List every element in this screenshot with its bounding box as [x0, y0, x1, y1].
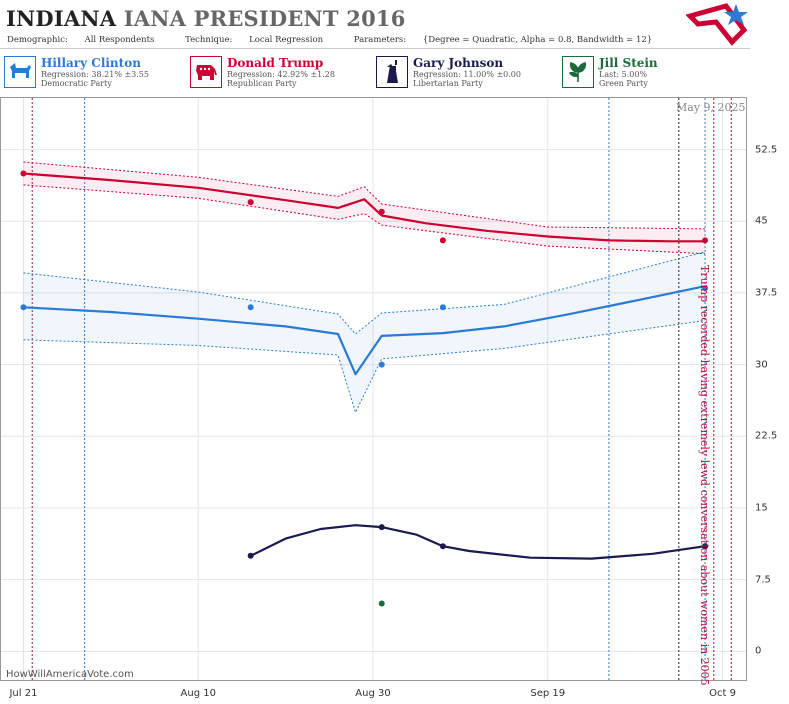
- hillary-clinton-trend-line: [23, 285, 706, 376]
- donald-trump-poll-point: [439, 237, 446, 244]
- gary-johnson-poll-point: [439, 543, 446, 550]
- candidate-name: Hillary Clinton: [41, 56, 141, 70]
- y-tick-label: 45: [755, 215, 768, 227]
- hillary-clinton-poll-point: [702, 285, 709, 292]
- donald-trump-trend-line: [23, 172, 705, 243]
- candidate-johnson: Gary Johnson Regression: 11.00% ±0.00 Li…: [376, 54, 556, 92]
- donald-trump-band-upper: [23, 161, 706, 230]
- parameters-value: {Degree = Quadratic, Alpha = 0.8, Bandwi…: [422, 35, 653, 45]
- candidate-trump: Donald Trump Regression: 42.92% ±1.28 Re…: [190, 54, 370, 92]
- candidate-stein: Jill Stein Last: 5.00% Green Party: [562, 54, 742, 92]
- leaf-icon: [562, 56, 594, 88]
- technique-label: Technique:: [185, 35, 233, 45]
- donald-trump-poll-point: [247, 199, 254, 206]
- hillary-clinton-poll-point: [378, 361, 385, 368]
- hillary-clinton-poll-point: [20, 304, 27, 311]
- donald-trump-band: [23, 162, 705, 254]
- y-tick-label: 7.5: [755, 574, 771, 586]
- candidate-party: Republican Party: [227, 79, 297, 88]
- race-name: IANA PRESIDENT 2016: [123, 6, 406, 31]
- candidate-name: Jill Stein: [599, 56, 658, 70]
- candidate-stat: Last: 5.00%: [599, 70, 648, 79]
- y-tick-label: 37.5: [755, 287, 778, 299]
- demographic-value: All Respondents: [84, 35, 155, 45]
- statue-of-liberty-icon: [376, 56, 408, 88]
- y-tick-label: 30: [755, 359, 768, 371]
- candidate-stat: Regression: 42.92% ±1.28: [227, 70, 335, 79]
- x-tick-label: Jul 21: [9, 688, 38, 699]
- watermark: HowWillAmericaVote.com: [6, 669, 134, 680]
- gary-johnson-trend-line: [250, 524, 706, 560]
- candidate-clinton: Hillary Clinton Regression: 38.21% ±3.55…: [4, 54, 184, 92]
- y-tick-label: 22.5: [755, 430, 778, 442]
- hillary-clinton-poll-point: [439, 304, 446, 311]
- header-divider: [0, 48, 750, 49]
- chart-area: [0, 97, 747, 681]
- x-tick-label: Oct 9: [709, 688, 736, 699]
- technique-value: Local Regression: [249, 35, 324, 45]
- x-tick-label: Aug 10: [180, 688, 216, 699]
- candidate-party: Libertarian Party: [413, 79, 483, 88]
- hillary-clinton-poll-point: [247, 304, 254, 311]
- hillary-clinton-band-lower: [23, 320, 706, 414]
- jill-stein-poll-point: [378, 600, 385, 607]
- y-tick-label: 0: [755, 645, 762, 657]
- site-logo-icon: [686, 3, 748, 46]
- candidate-party: Green Party: [599, 79, 648, 88]
- candidate-stat: Regression: 38.21% ±3.55: [41, 70, 149, 79]
- y-tick-label: 15: [755, 502, 768, 514]
- donkey-icon: [4, 56, 36, 88]
- x-tick-label: Sep 19: [530, 688, 566, 699]
- elephant-icon: [190, 56, 222, 88]
- candidate-party: Democratic Party: [41, 79, 112, 88]
- page-title: INDIANA IANA PRESIDENT 2016: [6, 6, 406, 31]
- date-stamp: May 9, 2025: [676, 101, 746, 114]
- parameters-line: Demographic: All Respondents Technique: …: [7, 35, 680, 45]
- candidate-name: Gary Johnson: [413, 56, 504, 70]
- candidate-name: Donald Trump: [227, 56, 324, 70]
- demographic-label: Demographic:: [7, 35, 68, 45]
- event-annotation: Trump recorded having extremely lewd con…: [698, 265, 711, 686]
- hillary-clinton-band-upper: [23, 251, 706, 335]
- donald-trump-poll-point: [20, 170, 27, 177]
- candidate-stat: Regression: 11.00% ±0.00: [413, 70, 521, 79]
- state-name: INDIANA: [6, 6, 117, 31]
- donald-trump-poll-point: [378, 208, 385, 215]
- gary-johnson-poll-point: [702, 543, 709, 550]
- donald-trump-poll-point: [702, 237, 709, 244]
- y-tick-label: 52.5: [755, 144, 778, 156]
- x-tick-label: Aug 30: [355, 688, 391, 699]
- parameters-label: Parameters:: [353, 35, 407, 45]
- gary-johnson-poll-point: [378, 524, 385, 531]
- hillary-clinton-band: [23, 251, 705, 413]
- gary-johnson-poll-point: [247, 552, 254, 559]
